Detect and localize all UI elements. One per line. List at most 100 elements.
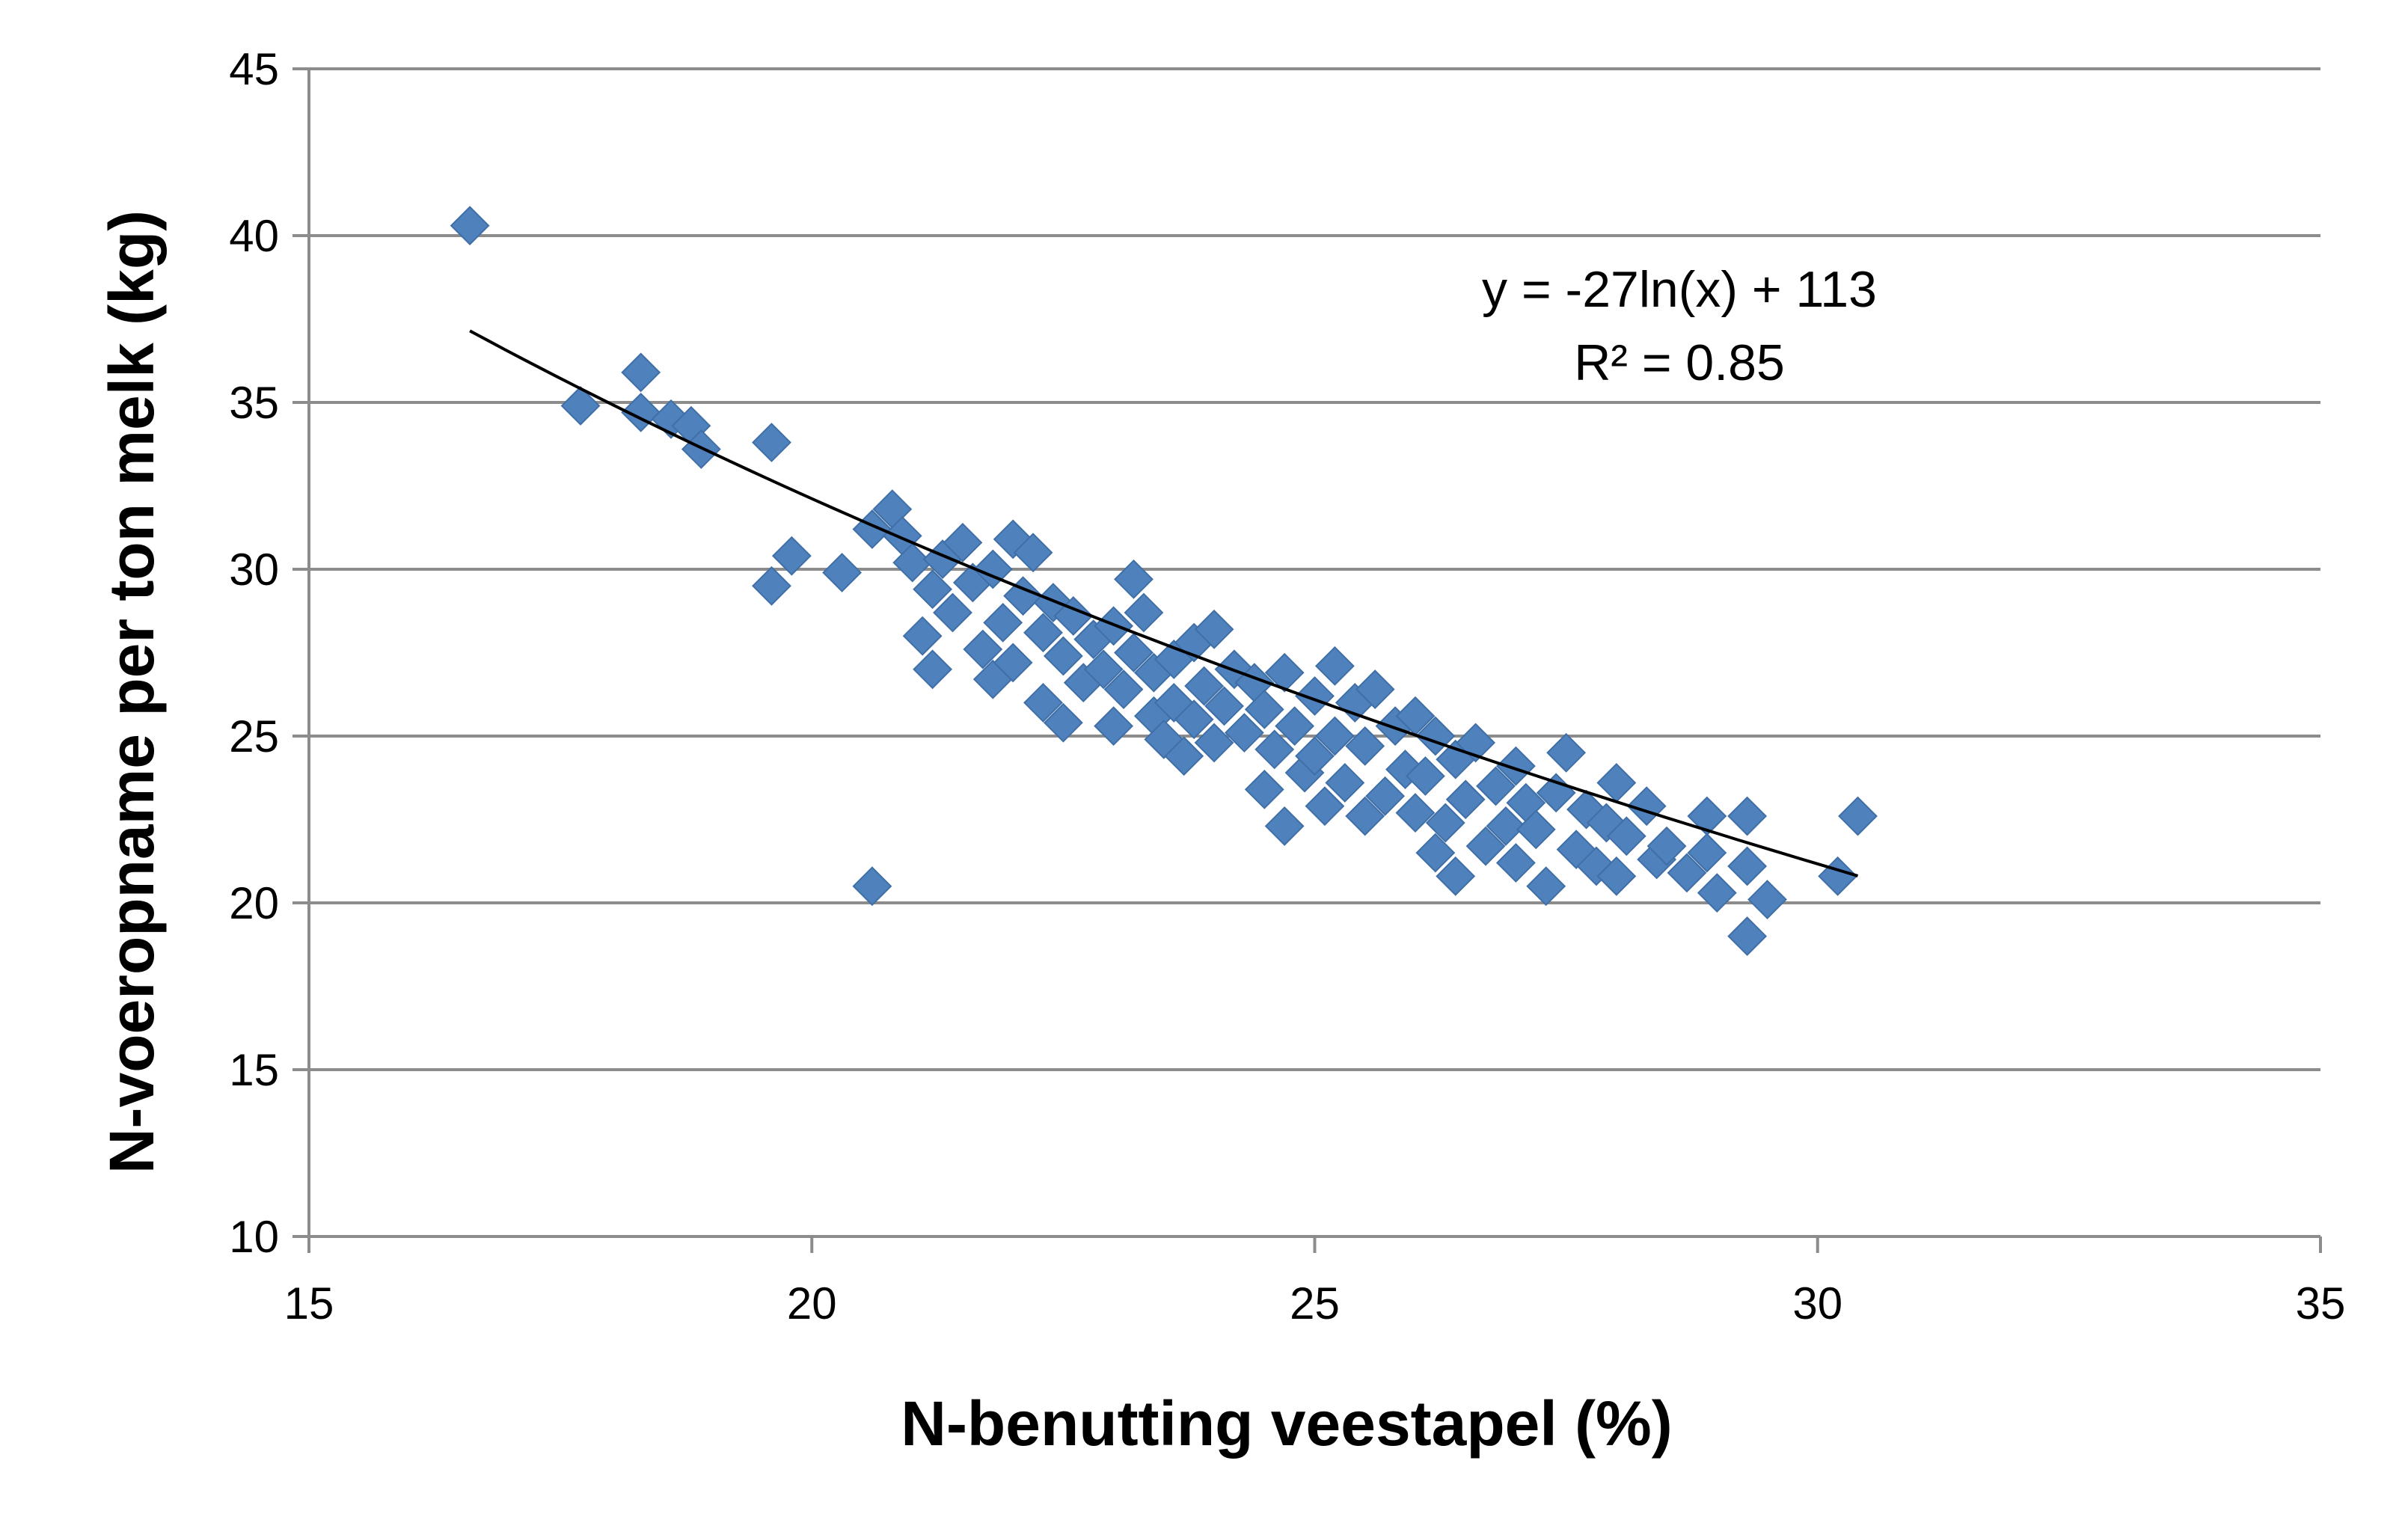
data-point <box>450 206 490 246</box>
data-point <box>1445 779 1486 820</box>
y-tick-label: 10 <box>229 1212 279 1262</box>
trendline <box>469 329 1859 877</box>
y-axis-title: N-voeropname per ton melk (kg) <box>96 210 167 1174</box>
data-point <box>1244 769 1284 809</box>
data-point <box>1465 826 1506 866</box>
trendline-equation: y = -27ln(x) + 113 <box>1482 261 1877 318</box>
x-tick-labels: 15 20 25 30 35 <box>284 1278 2346 1328</box>
data-point <box>1476 766 1516 806</box>
data-point <box>1094 706 1134 747</box>
data-point <box>1425 803 1465 843</box>
data-point <box>1838 796 1878 836</box>
data-point <box>1646 826 1687 866</box>
data-point <box>1727 916 1768 957</box>
data-point <box>1013 533 1053 573</box>
y-tick-labels: 10 15 20 25 30 35 40 45 <box>229 44 279 1262</box>
data-point <box>1516 809 1556 850</box>
data-point <box>1546 732 1587 773</box>
data-point <box>822 553 862 592</box>
data-point <box>1727 796 1768 836</box>
y-tick-label: 40 <box>229 211 279 261</box>
data-point <box>1345 726 1385 766</box>
data-point <box>963 629 1003 669</box>
data-point <box>1194 609 1234 649</box>
data-point <box>752 566 791 606</box>
data-point <box>1295 676 1335 716</box>
data-point <box>1687 833 1727 873</box>
data-point <box>913 649 953 690</box>
data-point <box>1174 699 1214 740</box>
data-point <box>1325 763 1365 803</box>
data-point <box>1495 843 1536 883</box>
data-point <box>1415 833 1456 873</box>
axes <box>292 67 2322 1253</box>
data-point <box>1244 689 1284 729</box>
data-point <box>1224 713 1264 753</box>
y-tick-label: 20 <box>229 878 279 928</box>
data-point <box>943 522 983 563</box>
data-point <box>933 592 972 633</box>
data-point <box>1164 736 1204 776</box>
data-point <box>1204 686 1244 726</box>
data-point <box>1345 796 1385 836</box>
data-point <box>1043 636 1083 676</box>
data-point <box>560 386 601 426</box>
data-point <box>1495 746 1536 786</box>
y-tick-label: 30 <box>229 545 279 595</box>
data-point <box>913 569 953 610</box>
data-point <box>983 602 1023 643</box>
data-point <box>1596 763 1637 803</box>
data-point <box>1114 559 1154 599</box>
data-point <box>621 352 661 393</box>
data-point <box>1395 793 1436 833</box>
data-point <box>752 423 791 462</box>
data-point <box>1314 646 1355 686</box>
data-point <box>1083 649 1124 690</box>
data-point <box>1314 716 1355 756</box>
data-point <box>1124 592 1164 633</box>
data-point <box>771 536 812 576</box>
data-points <box>450 206 1878 957</box>
x-tick-label: 15 <box>284 1278 334 1328</box>
data-point <box>1486 806 1526 846</box>
data-point <box>1305 786 1345 827</box>
data-point <box>1254 729 1295 770</box>
data-point <box>1405 756 1445 796</box>
data-point <box>1697 873 1737 913</box>
data-point <box>1818 856 1858 896</box>
data-point <box>902 616 943 656</box>
data-point <box>1194 723 1234 763</box>
x-tick-label: 20 <box>787 1278 837 1328</box>
data-point <box>1355 669 1395 709</box>
data-point <box>1295 736 1335 776</box>
x-tick-label: 25 <box>1290 1278 1340 1328</box>
x-tick-label: 30 <box>1792 1278 1842 1328</box>
data-point <box>1526 866 1566 907</box>
data-point <box>1264 652 1305 693</box>
data-point <box>1103 669 1144 709</box>
y-tick-label: 25 <box>229 711 279 761</box>
data-point <box>1365 776 1406 816</box>
data-point <box>1264 806 1305 846</box>
gridlines <box>309 67 2320 1071</box>
data-point <box>1275 706 1315 747</box>
data-point <box>1114 633 1154 672</box>
trendline-group <box>469 329 1859 877</box>
data-point <box>1606 816 1646 856</box>
data-point <box>1536 773 1576 813</box>
data-point <box>1596 856 1637 896</box>
data-point <box>1747 880 1787 919</box>
data-point <box>1043 702 1083 743</box>
data-point <box>1667 853 1707 893</box>
data-point <box>1003 576 1044 616</box>
y-tick-label: 35 <box>229 378 279 428</box>
data-point <box>892 542 933 583</box>
y-tick-label: 15 <box>229 1045 279 1095</box>
data-point <box>1023 613 1063 653</box>
y-tick-label: 45 <box>229 44 279 94</box>
data-point <box>1023 682 1063 723</box>
data-point <box>993 643 1033 683</box>
x-axis-title: N-benutting veestapel (%) <box>901 1388 1672 1459</box>
x-tick-label: 35 <box>2296 1278 2346 1328</box>
